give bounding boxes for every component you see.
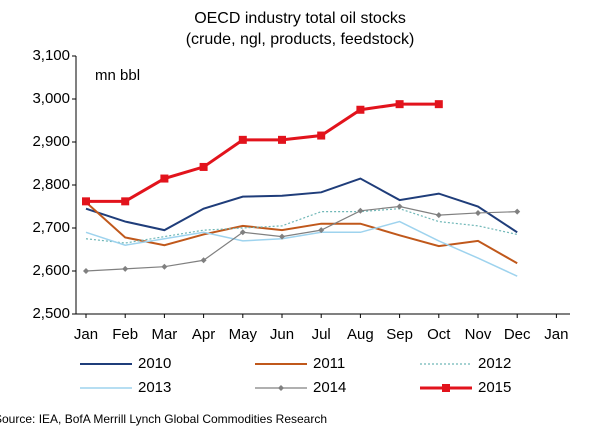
x-tick-label: Apr <box>192 326 215 343</box>
x-tick-label: Jan <box>74 326 98 343</box>
marker <box>82 197 90 206</box>
marker <box>434 100 443 109</box>
marker <box>357 207 364 214</box>
x-tick-label: Jul <box>312 326 331 343</box>
y-tick-label: 2,900 <box>32 133 70 150</box>
source-note: Source: IEA, BofA Merrill Lynch Global C… <box>0 412 327 426</box>
series-line <box>86 102 439 203</box>
marker <box>395 100 404 109</box>
y-tick-label: 2,800 <box>32 176 70 193</box>
series-line <box>85 177 518 234</box>
x-tick-label: Oct <box>427 326 451 343</box>
chart-title: OECD industry total oil stocks <box>194 10 406 27</box>
marker <box>317 131 326 140</box>
x-tick-label: Sep <box>386 326 413 343</box>
marker <box>435 212 442 219</box>
legend-marker <box>278 385 284 391</box>
legend-marker <box>442 384 450 392</box>
y-tick-label: 3,100 <box>32 47 70 64</box>
x-tick-label: Jan <box>544 326 568 343</box>
marker <box>161 263 168 270</box>
x-tick-label: Mar <box>151 326 177 343</box>
marker <box>279 233 285 240</box>
x-tick-label: May <box>229 326 258 343</box>
marker <box>199 162 208 171</box>
x-tick-label: Dec <box>504 326 531 343</box>
legend-label: 2014 <box>313 379 346 396</box>
marker <box>121 197 130 206</box>
y-unit-label: mn bbl <box>95 67 140 84</box>
y-tick-label: 2,600 <box>32 262 70 279</box>
marker <box>238 135 247 144</box>
series-line <box>85 201 518 265</box>
marker <box>356 105 365 114</box>
marker <box>83 268 89 274</box>
legend-label: 2010 <box>138 355 171 372</box>
series-line <box>85 220 518 277</box>
series-line <box>85 208 518 244</box>
y-tick-label: 3,000 <box>32 90 70 107</box>
legend-label: 2013 <box>138 379 171 396</box>
marker <box>160 174 169 183</box>
legend-label: 2015 <box>478 379 511 396</box>
y-tick-label: 2,700 <box>32 219 70 236</box>
x-tick-label: Jun <box>270 326 294 343</box>
marker <box>318 227 325 234</box>
marker <box>239 229 246 236</box>
marker <box>475 209 481 216</box>
x-tick-label: Aug <box>347 326 374 343</box>
series-line <box>85 205 518 272</box>
marker <box>200 257 207 264</box>
chart-subtitle: (crude, ngl, products, feedstock) <box>186 31 415 48</box>
marker <box>514 208 521 215</box>
marker <box>122 265 129 272</box>
x-tick-label: Feb <box>112 326 138 343</box>
marker <box>396 203 403 210</box>
y-tick-label: 2,500 <box>32 305 70 322</box>
x-tick-label: Nov <box>465 326 492 343</box>
marker <box>278 135 286 144</box>
legend-label: 2012 <box>478 355 511 372</box>
legend-label: 2011 <box>313 355 345 372</box>
